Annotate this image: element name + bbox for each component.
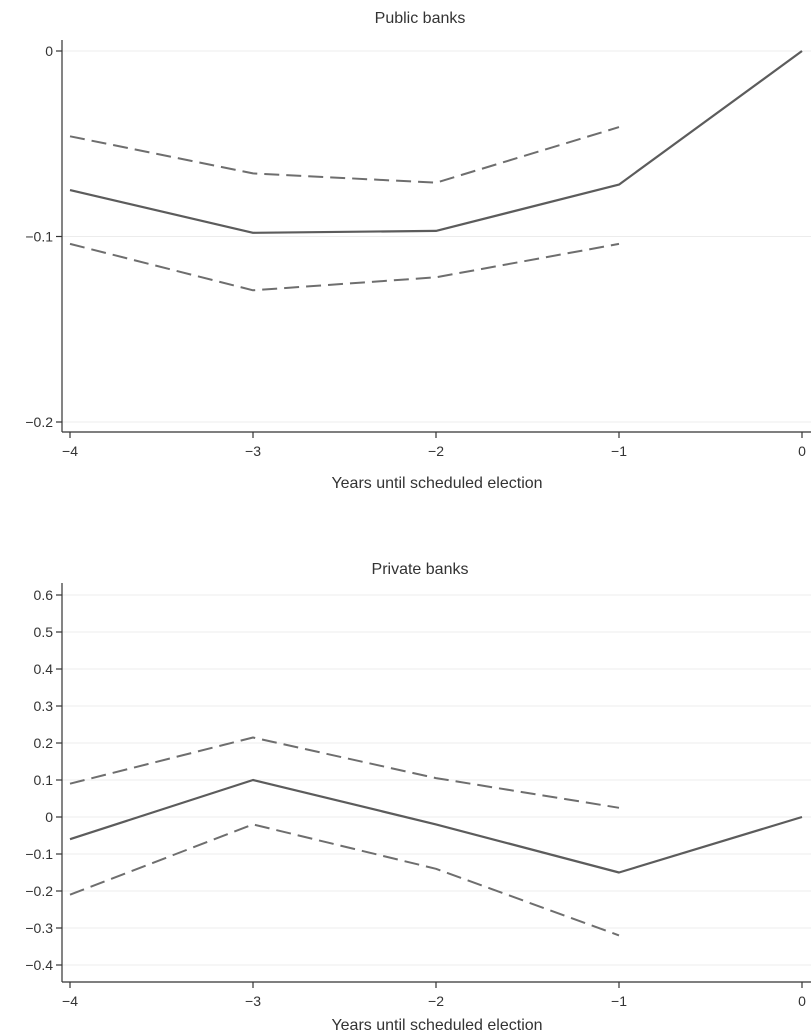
estimate-line <box>69 50 803 234</box>
y-tick-label: 0.3 <box>34 698 54 714</box>
y-tick-label: −0.3 <box>25 920 53 936</box>
estimate-line <box>69 778 803 874</box>
x-tick-label: −2 <box>428 443 444 459</box>
panel-title: Public banks <box>375 10 466 27</box>
x-ticks: −4 −3 −2 −1 0 <box>62 982 806 1009</box>
panel-private-banks: Private banks −0.4 −0.3 −0.2 −0.1 0 0.1 0.2 0.3… <box>25 561 811 1034</box>
y-tick-label: 0 <box>45 43 53 59</box>
x-tick-label: −4 <box>62 993 78 1009</box>
y-tick-label: 0.2 <box>34 735 54 751</box>
x-tick-label: −1 <box>611 443 627 459</box>
x-tick-label: 0 <box>798 993 806 1009</box>
y-tick-label: −0.1 <box>25 229 53 245</box>
x-axis-label: Years until scheduled election <box>331 1017 542 1034</box>
y-tick-label: −0.2 <box>25 414 53 430</box>
y-tick-label: 0 <box>45 809 53 825</box>
series-lines <box>69 736 803 937</box>
y-tick-label: 0.1 <box>34 772 54 788</box>
y-tick-label: −0.1 <box>25 846 53 862</box>
y-tick-label: 0.6 <box>34 587 54 603</box>
series-lines <box>69 50 803 292</box>
confidence-band-line <box>69 242 620 292</box>
x-tick-label: −3 <box>245 993 261 1009</box>
y-tick-label: 0.4 <box>34 661 54 677</box>
panel-public-banks: Public banks −0.2 −0.1 0 −4 −3 −2 −1 0 Years u… <box>25 10 811 492</box>
y-ticks: −0.4 −0.3 −0.2 −0.1 0 0.1 0.2 0.3 0.4 0.5 0.6 <box>25 587 62 973</box>
x-axis-label: Years until scheduled election <box>331 475 542 492</box>
y-ticks: −0.2 −0.1 0 <box>25 43 62 430</box>
x-tick-label: 0 <box>798 443 806 459</box>
confidence-band-line <box>69 823 620 937</box>
y-tick-label: −0.2 <box>25 883 53 899</box>
confidence-band-line <box>69 126 620 184</box>
panel-title: Private banks <box>372 561 469 578</box>
x-ticks: −4 −3 −2 −1 0 <box>62 432 806 459</box>
x-tick-label: −2 <box>428 993 444 1009</box>
x-tick-label: −4 <box>62 443 78 459</box>
confidence-band-line <box>69 736 620 809</box>
x-tick-label: −1 <box>611 993 627 1009</box>
grid-lines <box>62 50 811 423</box>
y-tick-label: 0.5 <box>34 624 54 640</box>
grid-lines <box>62 594 811 966</box>
y-tick-label: −0.4 <box>25 957 53 973</box>
x-tick-label: −3 <box>245 443 261 459</box>
